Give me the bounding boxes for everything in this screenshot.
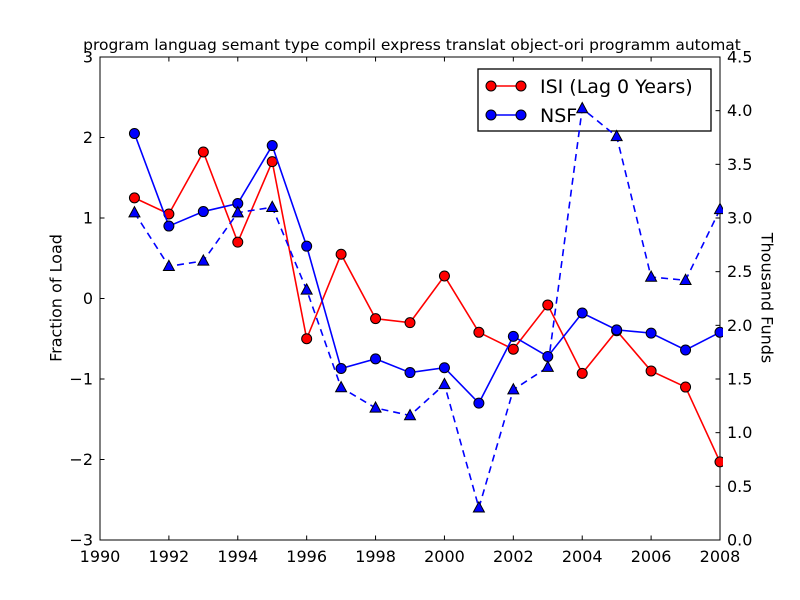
marker-circle [197, 206, 209, 218]
x-tick-label: 1996 [286, 547, 327, 566]
marker-triangle [196, 253, 210, 266]
legend-marker-circle [485, 80, 497, 92]
series-right-axis [128, 101, 723, 513]
marker-circle [197, 146, 209, 158]
x-tick-label: 2006 [631, 547, 672, 566]
series-line-1 [133, 133, 721, 405]
y-right-tick-label: 2.0 [727, 316, 752, 335]
marker-triangle [541, 360, 555, 372]
marker-triangle [162, 259, 176, 271]
series-left-axis [128, 127, 723, 468]
marker-triangle [128, 205, 141, 218]
marker-triangle [472, 500, 486, 513]
series-line-0 [134, 150, 721, 463]
marker-circle [370, 353, 382, 365]
marker-triangle [679, 273, 692, 285]
marker-triangle [610, 129, 624, 142]
marker-circle [542, 350, 554, 362]
x-tick-label: 1992 [149, 547, 190, 566]
marker-triangle [644, 269, 658, 282]
y-right-tick-label: 0.5 [727, 477, 752, 496]
x-tick-label: 1998 [355, 547, 396, 566]
y-left-tick-label: 2 [83, 128, 93, 147]
y-right-tick-label: 4.5 [727, 48, 752, 67]
marker-triangle [334, 380, 348, 393]
y-left-tick-label: −1 [69, 370, 93, 389]
marker-circle [301, 240, 313, 252]
marker-circle [611, 324, 623, 336]
legend-marker-circle [485, 109, 497, 121]
marker-circle [335, 363, 347, 375]
marker-circle [473, 397, 485, 409]
y-right-tick-label: 3.5 [727, 155, 752, 174]
marker-circle [645, 365, 657, 377]
marker-circle [335, 248, 347, 260]
marker-triangle [575, 101, 589, 114]
y-right-tick-label: 3.0 [727, 209, 752, 228]
marker-circle [404, 367, 416, 379]
y-axis-label-right: Thousand Funds [758, 232, 777, 363]
marker-circle [680, 381, 692, 393]
marker-circle [266, 140, 278, 152]
legend-box [477, 68, 712, 132]
plot-frame: 1990 1992 1994 1996 1998 2000 2002 2004 2006 2008… [69, 48, 752, 567]
x-tick-label: 2004 [562, 547, 603, 566]
marker-circle [473, 326, 485, 338]
x-tick-label: 1994 [217, 547, 258, 566]
marker-circle [128, 127, 140, 139]
y-left-tick-label: 0 [83, 289, 93, 308]
marker-circle [232, 236, 244, 248]
marker-circle [645, 327, 657, 339]
y-left-tick-label: −3 [69, 531, 93, 550]
series-line-2 [133, 107, 721, 511]
marker-circle [576, 367, 588, 379]
y-right-tick-label: 4.0 [727, 101, 752, 120]
y-right-tick-label: 0.0 [727, 531, 752, 550]
marker-triangle [506, 382, 520, 395]
x-tick-label: 1990 [80, 547, 121, 566]
marker-triangle [231, 205, 245, 218]
x-tick-label: 2002 [493, 547, 534, 566]
y-left-tick-label: 1 [83, 209, 93, 228]
marker-circle [507, 330, 519, 342]
legend: ISI (Lag 0 Years) NSF [477, 68, 712, 132]
y-left-tick-label: 3 [83, 48, 93, 67]
marker-triangle [300, 282, 314, 295]
marker-circle [404, 317, 416, 329]
marker-triangle [265, 200, 279, 212]
legend-label-nsf: NSF [540, 105, 577, 127]
legend-label-isi: ISI (Lag 0 Years) [540, 76, 693, 98]
y-right-tick-label: 1.0 [727, 423, 752, 442]
y-left-tick-label: −2 [69, 450, 93, 469]
marker-circle [301, 333, 313, 345]
marker-circle [438, 362, 450, 374]
chart-title: program languag semant type compil expre… [83, 36, 741, 54]
marker-triangle [403, 408, 417, 421]
marker-triangle [713, 202, 723, 215]
y-axis-label-left: Fraction of Load [47, 234, 66, 362]
marker-circle [370, 313, 382, 325]
marker-circle [714, 326, 723, 338]
marker-circle [680, 344, 692, 356]
marker-circle [438, 270, 450, 282]
marker-circle [542, 299, 554, 311]
marker-circle [576, 307, 588, 319]
marker-circle [507, 343, 519, 355]
legend-marker-circle [515, 80, 527, 92]
marker-circle [128, 192, 140, 204]
marker-circle [163, 220, 175, 232]
marker-circle [714, 456, 723, 468]
y-right-tick-label: 1.5 [727, 370, 752, 389]
x-tick-label: 2000 [424, 547, 465, 566]
marker-triangle [369, 400, 382, 413]
legend-markers [485, 80, 527, 121]
marker-triangle [438, 377, 451, 390]
x-tick-label: 2008 [700, 547, 741, 566]
legend-marker-circle [515, 109, 527, 121]
y-right-tick-label: 2.5 [727, 262, 752, 281]
